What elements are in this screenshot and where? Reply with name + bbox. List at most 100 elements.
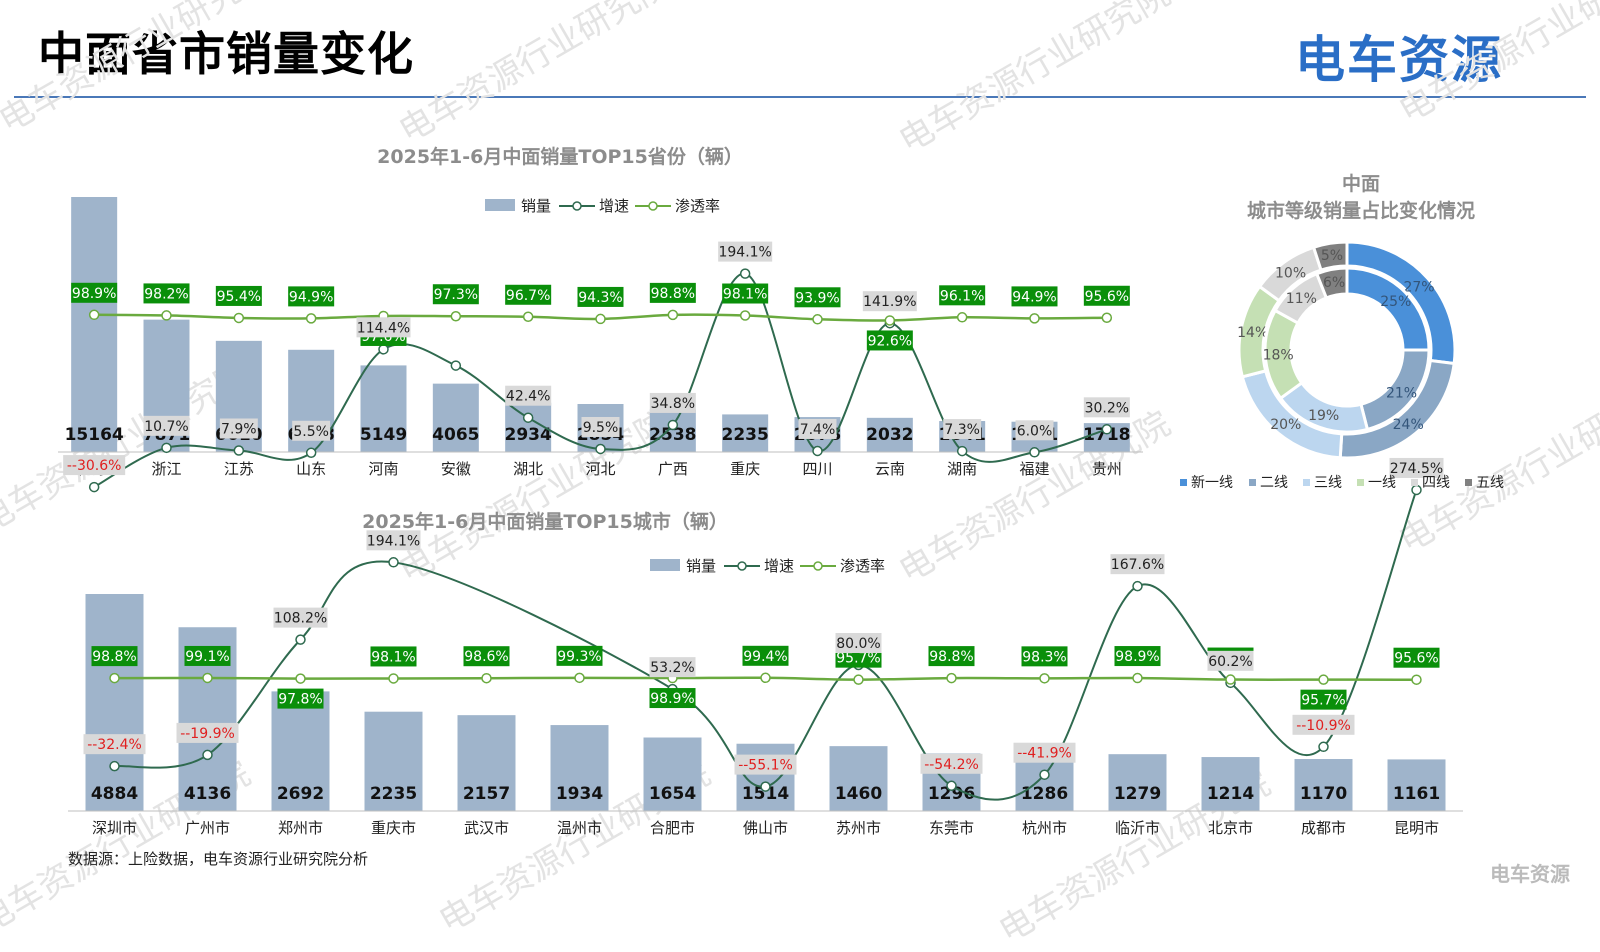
penetration-label: 98.8% (92, 649, 136, 665)
penetration-label-bg (649, 282, 696, 303)
bar-value-label: 2032 (866, 425, 913, 445)
growth-marker (295, 634, 306, 645)
category-label: 江苏 (224, 460, 254, 478)
penetration-label-bg (505, 284, 552, 305)
growth-marker (88, 481, 100, 493)
bar-value-label: 4136 (184, 784, 231, 804)
growth-label-bg (581, 416, 620, 437)
penetration-label-bg (277, 688, 324, 709)
donut-legend-label: 三线 (1314, 475, 1342, 491)
bar-北京市 (1201, 757, 1260, 811)
outer-ring-label: 20% (1270, 417, 1301, 433)
penetration-label-bg (939, 285, 986, 306)
penetration-label: 95.7% (836, 651, 880, 667)
penetration-label-bg (722, 283, 769, 304)
penetration-label-bg (184, 645, 231, 666)
penetration-marker (481, 672, 492, 684)
penetration-label: 95.4% (217, 289, 261, 305)
growth-label: --10.9% (1296, 718, 1351, 734)
growth-marker (1039, 769, 1050, 780)
penetration-label: 94.9% (289, 289, 333, 305)
growth-marker (202, 749, 213, 761)
growth-marker (233, 445, 245, 456)
bar-value-label: 1296 (928, 784, 975, 804)
category-label: 昆明市 (1394, 819, 1439, 837)
donut-legend-label: 五线 (1476, 475, 1504, 491)
bar-value-label: 1514 (742, 784, 789, 804)
penetration-marker (853, 674, 864, 685)
category-label: 河北 (585, 460, 615, 478)
growth-label-bg (943, 419, 982, 440)
category-label: 武汉市 (464, 819, 509, 837)
penetration-marker (1101, 312, 1113, 324)
penetration-label-bg (794, 287, 841, 308)
growth-label: 53.2% (650, 660, 694, 676)
bar-value-label: 2235 (370, 784, 417, 804)
penetration-label: 98.3% (1022, 649, 1066, 665)
penetration-label-bg (1393, 647, 1440, 668)
legend-label: 增速 (599, 197, 629, 215)
growth-label-bg (1110, 554, 1165, 575)
growth-label: 9.5% (583, 420, 619, 436)
bar-郑州市 (271, 691, 330, 811)
penetration-label: 97.8% (278, 692, 322, 708)
brand-logo-text: 电车资源 (1295, 31, 1503, 89)
category-label: 深圳市 (92, 819, 137, 837)
inner-ring-label: 18% (1263, 347, 1294, 363)
growth-marker (595, 443, 606, 455)
growth-label: --55.1% (738, 758, 793, 774)
category-label: 山东 (296, 460, 326, 478)
donut-legend-label: 新一线 (1191, 475, 1233, 491)
outer-ring-segment-五线 (1311, 240, 1349, 273)
donut-legend-swatch (1180, 479, 1187, 486)
category-label: 贵州 (1092, 460, 1122, 478)
category-label: 佛山市 (743, 819, 788, 837)
penetration-marker (202, 672, 213, 684)
growth-label: 6.0% (1017, 423, 1053, 439)
growth-marker (739, 268, 751, 279)
chart-title: 2025年1-6月中面销量TOP15省份（辆） (377, 145, 743, 168)
penetration-label: 98.1% (723, 287, 767, 303)
penetration-label: 93.9% (795, 290, 839, 306)
category-label: 重庆 (730, 460, 760, 478)
growth-label: 7.9% (221, 421, 257, 437)
penetration-marker (1132, 672, 1143, 684)
category-label: 温州市 (557, 819, 602, 837)
penetration-marker (1318, 674, 1329, 685)
growth-marker (1132, 580, 1143, 592)
bar-value-label: 1286 (1021, 784, 1068, 804)
penetration-label-bg (577, 286, 624, 307)
growth-label: --41.9% (1017, 746, 1072, 762)
growth-marker (388, 557, 399, 568)
inner-ring-label: 25% (1380, 294, 1411, 310)
penetration-label-bg (1114, 646, 1161, 667)
penetration-label-bg (928, 646, 975, 667)
brand-logo: 电车资源 (1295, 20, 1503, 92)
penetration-label: 98.9% (1115, 649, 1159, 665)
penetration-label: 95.7% (1301, 693, 1345, 709)
bar-value-label: 1654 (649, 784, 696, 804)
penetration-label-bg (288, 286, 335, 307)
growth-marker (109, 760, 120, 772)
chart-title: 2025年1-6月中面销量TOP15城市（辆） (362, 510, 728, 533)
penetration-marker (109, 672, 120, 684)
legend-label: 增速 (764, 557, 794, 575)
growth-label: 34.8% (651, 396, 695, 412)
footer-brand: 电车资源 (1490, 862, 1570, 886)
bar-value-label: 15164 (65, 425, 124, 445)
growth-label-bg (1013, 742, 1076, 763)
legend-label: 渗透率 (675, 197, 720, 215)
growth-label: 167.6% (1111, 557, 1164, 573)
penetration-label-bg (143, 283, 190, 304)
bar-广东 (71, 197, 118, 452)
bar-value-label: 4065 (432, 425, 479, 445)
growth-label: 114.4% (357, 320, 410, 336)
penetration-marker (667, 309, 679, 321)
bar-value-label: 1718 (1083, 425, 1130, 445)
penetration-marker (946, 672, 957, 684)
donut-legend-swatch (1357, 479, 1364, 486)
growth-label-bg (63, 455, 126, 476)
inner-ring-label: 21% (1386, 385, 1417, 401)
legend-label: 销量 (521, 197, 551, 215)
